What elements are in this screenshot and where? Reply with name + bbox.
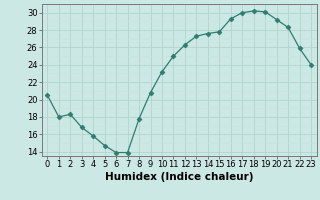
X-axis label: Humidex (Indice chaleur): Humidex (Indice chaleur): [105, 172, 253, 182]
